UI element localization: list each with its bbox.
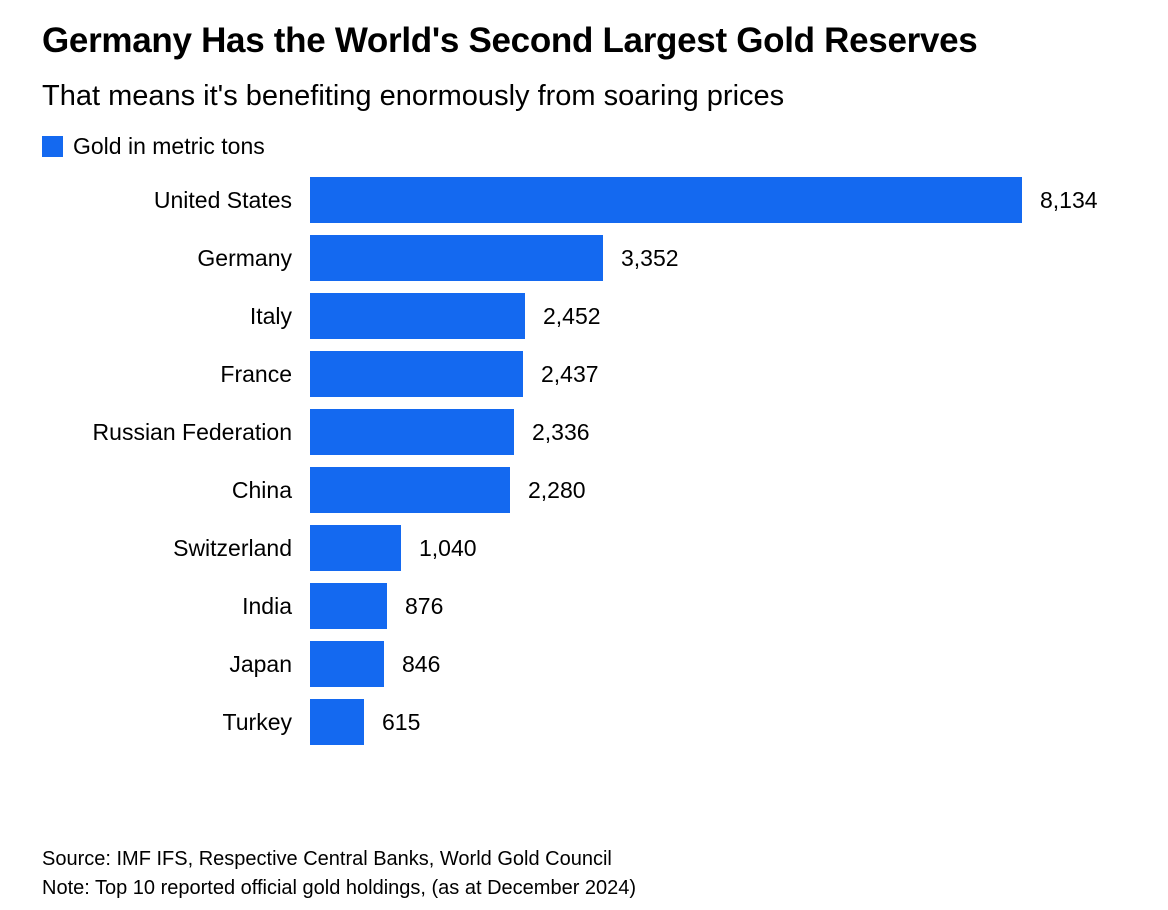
category-label: Italy <box>249 302 292 329</box>
bar-row: Russian Federation 2,336 <box>42 409 1126 455</box>
bar <box>310 235 603 281</box>
category-label: Turkey <box>222 708 292 735</box>
chart-subtitle: That means it's benefiting enormously fr… <box>42 80 785 112</box>
value-label: 2,452 <box>543 302 601 329</box>
category-label: Russian Federation <box>92 418 292 445</box>
bar <box>310 583 387 629</box>
legend-label: Gold in metric tons <box>73 133 265 159</box>
value-label: 846 <box>402 650 441 677</box>
chart-footer: Source: IMF IFS, Respective Central Bank… <box>42 845 1126 903</box>
bar-row: India 876 <box>42 583 1126 629</box>
bar <box>310 641 384 687</box>
bar-row: Turkey 615 <box>42 699 1126 745</box>
value-label: 3,352 <box>621 244 679 271</box>
bar-row: France 2,437 <box>42 351 1126 397</box>
chart-title: Germany Has the World's Second Largest G… <box>42 21 978 60</box>
bar-row: Italy 2,452 <box>42 293 1126 339</box>
value-label: 2,437 <box>541 360 599 387</box>
bar-row: China 2,280 <box>42 467 1126 513</box>
value-label: 2,336 <box>532 418 590 445</box>
bar-row: Germany 3,352 <box>42 235 1126 281</box>
bar <box>310 293 525 339</box>
category-label: India <box>242 592 292 619</box>
bar <box>310 467 510 513</box>
legend-swatch-icon <box>42 136 63 157</box>
bar-row: Switzerland 1,040 <box>42 525 1126 571</box>
value-label: 2,280 <box>528 476 586 503</box>
bar <box>310 409 514 455</box>
bar <box>310 351 523 397</box>
bar-row: Japan 846 <box>42 641 1126 687</box>
value-label: 1,040 <box>419 534 477 561</box>
category-label: United States <box>153 186 292 213</box>
note-text: Note: Top 10 reported official gold hold… <box>42 877 637 899</box>
category-label: China <box>231 476 292 503</box>
bar-chart: United States 8,134 Germany 3,352 Italy 2,452… <box>42 177 1126 745</box>
legend: Gold in metric tons <box>42 135 1126 158</box>
value-label: 615 <box>382 708 421 735</box>
category-label: Switzerland <box>173 534 292 561</box>
value-label: 8,134 <box>1040 186 1098 213</box>
category-label: France <box>220 360 292 387</box>
bar <box>310 177 1022 223</box>
source-text: Source: IMF IFS, Respective Central Bank… <box>42 848 612 870</box>
bar-row: United States 8,134 <box>42 177 1126 223</box>
category-label: Germany <box>197 244 292 271</box>
bar <box>310 525 401 571</box>
category-label: Japan <box>229 650 292 677</box>
value-label: 876 <box>405 592 444 619</box>
bar <box>310 699 364 745</box>
